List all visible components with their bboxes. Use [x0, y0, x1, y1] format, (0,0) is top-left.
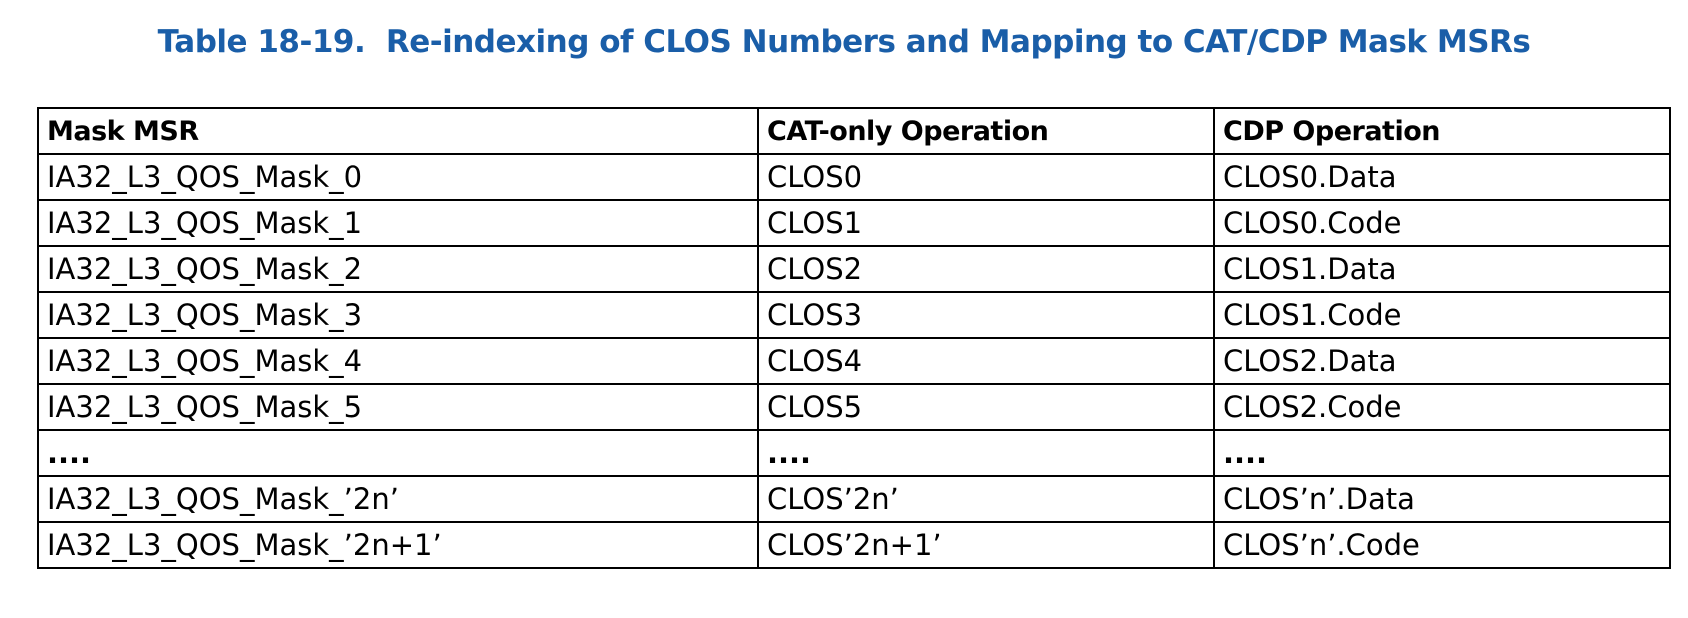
- column-header-cdp-operation: CDP Operation: [1213, 107, 1671, 155]
- ellipsis-cell: ....: [757, 429, 1215, 477]
- table-row: IA32_L3_QOS_Mask_3 CLOS3 CLOS1.Code: [37, 291, 1671, 339]
- mask-msr-cell: IA32_L3_QOS_Mask_2: [37, 245, 759, 293]
- cat-only-operation-cell: CLOS5: [757, 383, 1215, 431]
- cat-only-operation-cell: CLOS2: [757, 245, 1215, 293]
- cdp-operation-cell: CLOS0.Code: [1213, 199, 1671, 247]
- table-row: IA32_L3_QOS_Mask_0 CLOS0 CLOS0.Data: [37, 153, 1671, 201]
- cdp-operation-cell: CLOS’n’.Code: [1213, 521, 1671, 569]
- ellipsis-cell: ....: [37, 429, 759, 477]
- table-row-ellipsis: .... .... ....: [37, 429, 1671, 477]
- cdp-operation-cell: CLOS1.Data: [1213, 245, 1671, 293]
- cdp-operation-cell: CLOS2.Data: [1213, 337, 1671, 385]
- cdp-operation-cell: CLOS1.Code: [1213, 291, 1671, 339]
- table-row: IA32_L3_QOS_Mask_1 CLOS1 CLOS0.Code: [37, 199, 1671, 247]
- column-header-mask-msr: Mask MSR: [37, 107, 759, 155]
- table-caption: Table 18-19. Re-indexing of CLOS Numbers…: [157, 24, 1531, 60]
- cat-only-operation-cell: CLOS’2n’: [757, 475, 1215, 523]
- cat-only-operation-cell: CLOS3: [757, 291, 1215, 339]
- cdp-operation-cell: CLOS’n’.Data: [1213, 475, 1671, 523]
- cat-only-operation-cell: CLOS1: [757, 199, 1215, 247]
- table-row: IA32_L3_QOS_Mask_4 CLOS4 CLOS2.Data: [37, 337, 1671, 385]
- cat-only-operation-cell: CLOS0: [757, 153, 1215, 201]
- table-row: IA32_L3_QOS_Mask_5 CLOS5 CLOS2.Code: [37, 383, 1671, 431]
- cat-only-operation-cell: CLOS’2n+1’: [757, 521, 1215, 569]
- clos-mapping-table: Mask MSR CAT-only Operation CDP Operatio…: [37, 107, 1671, 569]
- table-row: IA32_L3_QOS_Mask_2 CLOS2 CLOS1.Data: [37, 245, 1671, 293]
- table-row: IA32_L3_QOS_Mask_’2n+1’ CLOS’2n+1’ CLOS’…: [37, 521, 1671, 569]
- mask-msr-cell: IA32_L3_QOS_Mask_3: [37, 291, 759, 339]
- mask-msr-cell: IA32_L3_QOS_Mask_1: [37, 199, 759, 247]
- cdp-operation-cell: CLOS2.Code: [1213, 383, 1671, 431]
- mask-msr-cell: IA32_L3_QOS_Mask_’2n’: [37, 475, 759, 523]
- mask-msr-cell: IA32_L3_QOS_Mask_5: [37, 383, 759, 431]
- mask-msr-cell: IA32_L3_QOS_Mask_’2n+1’: [37, 521, 759, 569]
- cat-only-operation-cell: CLOS4: [757, 337, 1215, 385]
- mask-msr-cell: IA32_L3_QOS_Mask_0: [37, 153, 759, 201]
- table-header-row: Mask MSR CAT-only Operation CDP Operatio…: [37, 107, 1671, 155]
- cdp-operation-cell: CLOS0.Data: [1213, 153, 1671, 201]
- ellipsis-cell: ....: [1213, 429, 1671, 477]
- column-header-cat-only-operation: CAT-only Operation: [757, 107, 1215, 155]
- table-row: IA32_L3_QOS_Mask_’2n’ CLOS’2n’ CLOS’n’.D…: [37, 475, 1671, 523]
- mask-msr-cell: IA32_L3_QOS_Mask_4: [37, 337, 759, 385]
